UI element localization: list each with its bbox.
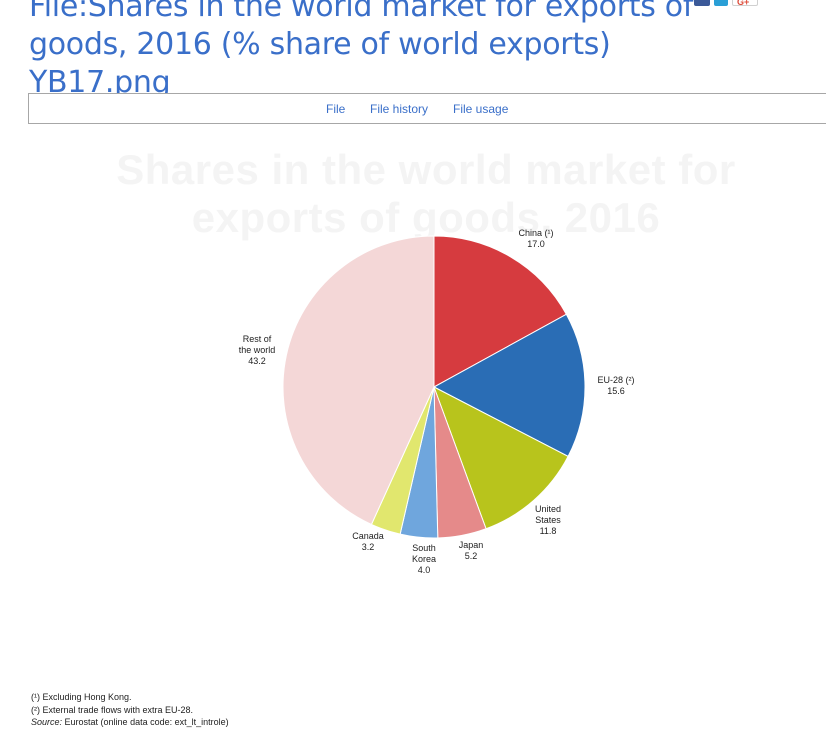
source-text: Eurostat (online data code: ext_lt_intro… <box>62 717 229 727</box>
twitter-icon[interactable] <box>714 0 728 6</box>
googleplus-label: G+ <box>737 0 750 7</box>
pie-slice-label: China (¹) 17.0 <box>518 228 553 249</box>
googleplus-icon[interactable]: G+ <box>732 0 758 7</box>
pie-slice <box>433 385 569 530</box>
pie-slice <box>432 313 586 458</box>
pie-slice-label: Rest of the world 43.2 <box>239 334 276 366</box>
pie-slice-label: Canada 3.2 <box>352 531 384 552</box>
pie-slice <box>282 235 435 526</box>
file-tab-bar: File File history File usage <box>28 93 826 124</box>
footnote-2: (²) External trade flows with extra EU-2… <box>31 705 194 715</box>
figure-watermark-title: Shares in the world market for exports o… <box>116 146 736 241</box>
source-note: Source: Eurostat (online data code: ext_… <box>31 716 229 728</box>
pie-slice-label: South Korea 4.0 <box>412 543 436 575</box>
tab-file-usage[interactable]: File usage <box>453 102 509 116</box>
pie-slice-label: United States 11.8 <box>535 504 561 536</box>
pie-slice <box>433 235 567 388</box>
pie-slice-label: EU-28 (²) 15.6 <box>597 375 634 396</box>
footnote-1: (¹) Excluding Hong Kong. <box>31 692 132 702</box>
pie-slice-label: Japan 5.2 <box>459 540 484 561</box>
source-label: Source: <box>31 717 63 727</box>
tab-file[interactable]: File <box>326 102 346 116</box>
tab-file-history[interactable]: File history <box>370 102 429 116</box>
page-title: File:Shares in the world market for expo… <box>29 0 694 100</box>
facebook-icon[interactable] <box>694 0 710 6</box>
